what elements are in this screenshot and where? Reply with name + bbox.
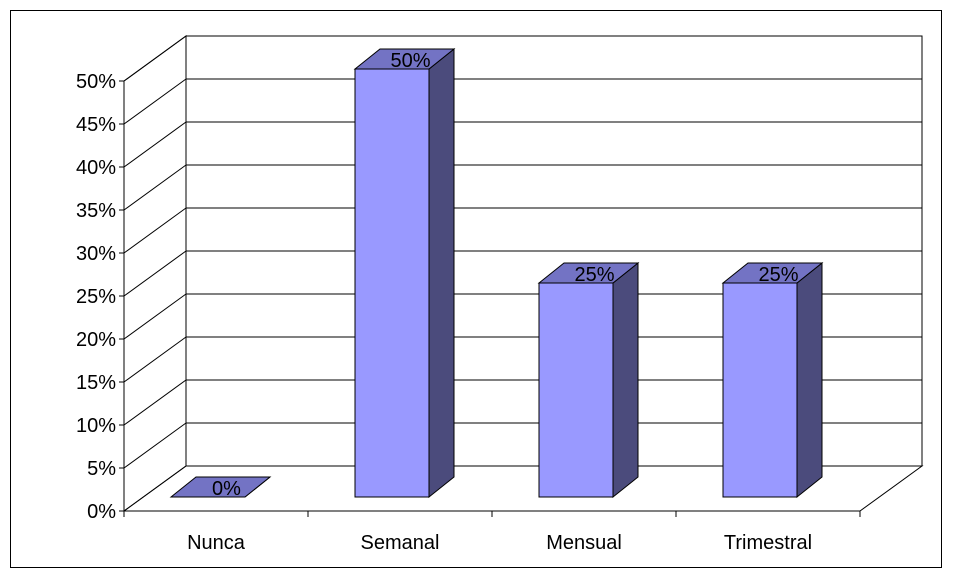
x-tick-label: Semanal bbox=[361, 532, 440, 554]
data-label: 25% bbox=[758, 264, 798, 286]
gridline-diagonal bbox=[123, 207, 187, 254]
y-axis-ticks: 0% 5% 10% 15% 20% 25% 30% 35% 40% 45% 50% bbox=[76, 71, 125, 523]
y-tick-label: 10% bbox=[76, 415, 116, 437]
y-tick-label: 5% bbox=[87, 458, 116, 480]
x-tick-label: Nunca bbox=[187, 532, 246, 554]
bar bbox=[169, 476, 272, 498]
data-label: 25% bbox=[574, 264, 614, 286]
gridline-diagonal bbox=[123, 379, 187, 426]
y-tick-label: 30% bbox=[76, 243, 116, 265]
gridline-diagonal bbox=[123, 250, 187, 297]
bar-side-face bbox=[428, 47, 455, 499]
data-label: 0% bbox=[212, 478, 241, 500]
bars bbox=[169, 47, 824, 499]
bar-side-face bbox=[612, 261, 639, 499]
data-labels: 0% 50% 25% 25% bbox=[212, 50, 799, 500]
y-tick-label: 25% bbox=[76, 286, 116, 308]
bar bbox=[537, 261, 640, 499]
y-tick-label: 35% bbox=[76, 200, 116, 222]
y-tick-label: 15% bbox=[76, 372, 116, 394]
y-tick-label: 20% bbox=[76, 329, 116, 351]
gridline-diagonal bbox=[123, 293, 187, 340]
y-tick-label: 50% bbox=[76, 71, 116, 93]
bar bbox=[353, 47, 456, 499]
y-tick-label: 45% bbox=[76, 114, 116, 136]
bar bbox=[721, 261, 824, 499]
x-tick-label: Mensual bbox=[546, 532, 622, 554]
bar-top-face bbox=[537, 262, 640, 284]
bar-front-face bbox=[538, 282, 614, 498]
gridline-diagonal bbox=[123, 164, 187, 211]
floor bbox=[122, 465, 924, 512]
gridline-diagonal bbox=[123, 78, 187, 125]
bar-top-face bbox=[169, 476, 272, 498]
gridline-diagonal bbox=[123, 336, 187, 383]
gridline-diagonal bbox=[123, 121, 187, 168]
bar-top-face bbox=[353, 48, 456, 70]
gridline-diagonal bbox=[123, 35, 187, 82]
bar-front-face bbox=[722, 282, 798, 498]
y-tick-label: 40% bbox=[76, 157, 116, 179]
bar-front-face bbox=[354, 68, 430, 498]
bar-top-face bbox=[721, 262, 824, 284]
x-tick-label: Trimestral bbox=[724, 532, 812, 554]
bar-side-face bbox=[796, 261, 823, 499]
gridline-diagonal bbox=[123, 422, 187, 469]
x-axis-ticks: Nunca Semanal Mensual Trimestral bbox=[123, 511, 861, 554]
data-label: 50% bbox=[390, 50, 430, 72]
y-tick-label: 0% bbox=[87, 501, 116, 523]
